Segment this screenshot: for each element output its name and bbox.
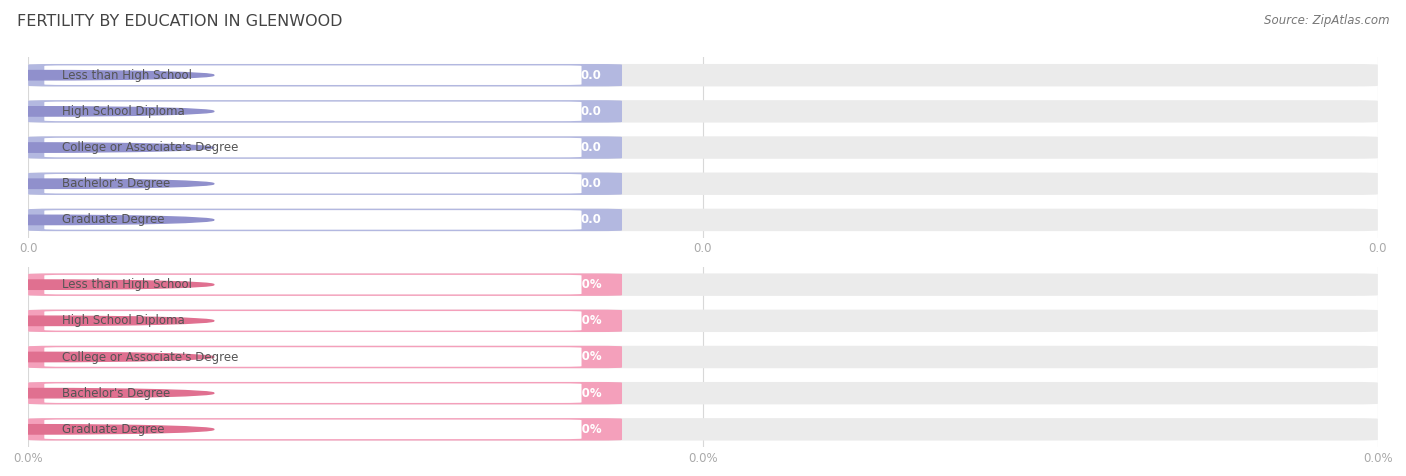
FancyBboxPatch shape — [28, 136, 621, 159]
FancyBboxPatch shape — [45, 138, 582, 158]
FancyBboxPatch shape — [28, 382, 1378, 405]
Text: 0.0%: 0.0% — [569, 350, 602, 364]
FancyBboxPatch shape — [28, 418, 1378, 441]
Text: 0.0: 0.0 — [581, 105, 602, 118]
Text: 0.0: 0.0 — [581, 213, 602, 227]
FancyBboxPatch shape — [28, 100, 1378, 123]
Text: Less than High School: Less than High School — [62, 278, 191, 291]
Text: Bachelor's Degree: Bachelor's Degree — [62, 177, 170, 190]
Circle shape — [0, 425, 214, 434]
Text: Bachelor's Degree: Bachelor's Degree — [62, 387, 170, 400]
Text: Source: ZipAtlas.com: Source: ZipAtlas.com — [1264, 14, 1389, 27]
FancyBboxPatch shape — [28, 172, 1378, 195]
FancyBboxPatch shape — [45, 174, 582, 194]
FancyBboxPatch shape — [45, 210, 582, 230]
Circle shape — [0, 179, 214, 188]
Text: College or Associate's Degree: College or Associate's Degree — [62, 350, 238, 364]
FancyBboxPatch shape — [45, 65, 582, 85]
FancyBboxPatch shape — [28, 346, 1378, 368]
FancyBboxPatch shape — [45, 138, 598, 158]
FancyBboxPatch shape — [45, 347, 582, 367]
FancyBboxPatch shape — [28, 418, 621, 441]
FancyBboxPatch shape — [45, 383, 598, 403]
FancyBboxPatch shape — [45, 101, 582, 121]
Text: 0.0: 0.0 — [581, 141, 602, 154]
Text: FERTILITY BY EDUCATION IN GLENWOOD: FERTILITY BY EDUCATION IN GLENWOOD — [17, 14, 343, 30]
FancyBboxPatch shape — [45, 65, 598, 85]
Text: 0.0: 0.0 — [581, 69, 602, 82]
Circle shape — [0, 388, 214, 398]
Circle shape — [0, 107, 214, 116]
Text: Graduate Degree: Graduate Degree — [62, 213, 165, 227]
FancyBboxPatch shape — [28, 172, 621, 195]
FancyBboxPatch shape — [28, 100, 621, 123]
Text: College or Associate's Degree: College or Associate's Degree — [62, 141, 238, 154]
Circle shape — [0, 280, 214, 289]
FancyBboxPatch shape — [45, 101, 598, 121]
FancyBboxPatch shape — [28, 64, 621, 87]
Text: 0.0: 0.0 — [581, 177, 602, 190]
Text: 0.0%: 0.0% — [569, 387, 602, 400]
FancyBboxPatch shape — [28, 309, 621, 332]
Circle shape — [0, 352, 214, 362]
FancyBboxPatch shape — [28, 136, 1378, 159]
Circle shape — [0, 143, 214, 152]
FancyBboxPatch shape — [45, 419, 598, 439]
Circle shape — [0, 316, 214, 326]
Circle shape — [0, 215, 214, 225]
FancyBboxPatch shape — [28, 208, 621, 231]
Text: High School Diploma: High School Diploma — [62, 314, 184, 327]
Text: High School Diploma: High School Diploma — [62, 105, 184, 118]
FancyBboxPatch shape — [28, 273, 621, 296]
FancyBboxPatch shape — [28, 382, 621, 405]
FancyBboxPatch shape — [45, 383, 582, 403]
Text: 0.0%: 0.0% — [569, 423, 602, 436]
FancyBboxPatch shape — [45, 311, 598, 331]
Text: Less than High School: Less than High School — [62, 69, 191, 82]
FancyBboxPatch shape — [45, 311, 582, 331]
Text: 0.0%: 0.0% — [569, 314, 602, 327]
FancyBboxPatch shape — [28, 64, 1378, 87]
FancyBboxPatch shape — [28, 208, 1378, 231]
Text: 0.0%: 0.0% — [569, 278, 602, 291]
FancyBboxPatch shape — [45, 275, 582, 295]
FancyBboxPatch shape — [45, 174, 598, 194]
FancyBboxPatch shape — [45, 275, 598, 295]
FancyBboxPatch shape — [28, 273, 1378, 296]
Circle shape — [0, 70, 214, 80]
FancyBboxPatch shape — [45, 419, 582, 439]
Text: Graduate Degree: Graduate Degree — [62, 423, 165, 436]
FancyBboxPatch shape — [45, 347, 598, 367]
FancyBboxPatch shape — [45, 210, 598, 230]
FancyBboxPatch shape — [28, 346, 621, 368]
FancyBboxPatch shape — [28, 309, 1378, 332]
